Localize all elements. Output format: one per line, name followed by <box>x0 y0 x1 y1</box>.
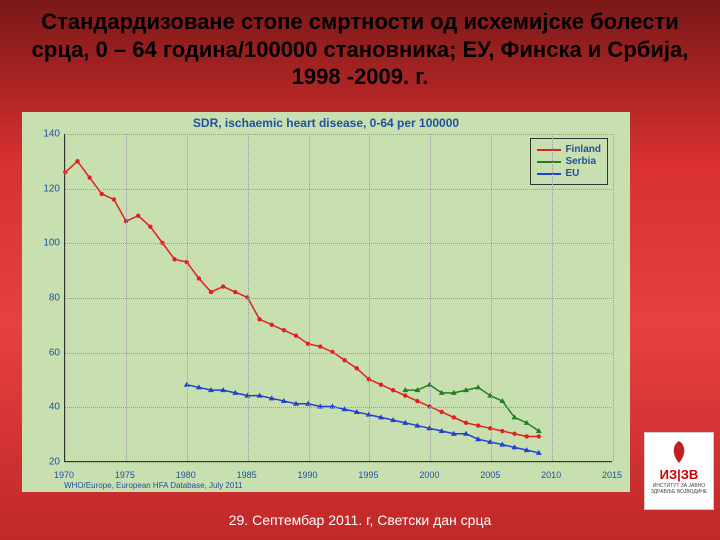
legend-item: EU <box>537 168 601 179</box>
series-marker <box>342 358 346 362</box>
chart-plot-area: FinlandSerbiaEU <box>64 134 612 462</box>
y-axis-label: 40 <box>22 402 60 413</box>
series-marker <box>537 434 541 438</box>
series-marker <box>209 290 213 294</box>
series-marker <box>355 366 359 370</box>
series-marker <box>415 399 419 403</box>
x-axis-label: 1975 <box>115 470 135 480</box>
x-axis-label: 1985 <box>237 470 257 480</box>
logo-fullname: ИНСТИТУТ ЗА ЈАВНО ЗДРАВЉЕ ВОЈВОДИНЕ <box>645 484 713 495</box>
series-marker <box>464 421 468 425</box>
y-axis-label: 20 <box>22 457 60 468</box>
series-marker <box>476 423 480 427</box>
series-marker <box>500 429 504 433</box>
x-axis-label: 1980 <box>176 470 196 480</box>
gridline-vertical <box>369 134 370 461</box>
x-axis-label: 2010 <box>541 470 561 480</box>
series-marker <box>148 224 152 228</box>
legend-label: Serbia <box>565 156 596 167</box>
chart-legend: FinlandSerbiaEU <box>530 138 608 185</box>
chart-container: SDR, ischaemic heart disease, 0-64 per 1… <box>22 112 630 492</box>
gridline-vertical <box>248 134 249 461</box>
x-axis-label: 1970 <box>54 470 74 480</box>
series-marker <box>87 175 91 179</box>
chart-source: WHO/Europe, European HFA Database, July … <box>64 481 243 490</box>
y-axis-label: 100 <box>22 238 60 249</box>
series-marker <box>197 276 201 280</box>
series-marker <box>475 384 481 389</box>
series-marker <box>524 434 528 438</box>
gridline-horizontal <box>65 407 612 408</box>
series-marker <box>282 328 286 332</box>
logo-mark-icon <box>664 437 694 467</box>
gridline-horizontal <box>65 134 612 135</box>
y-axis-label: 60 <box>22 347 60 358</box>
gridline-vertical <box>187 134 188 461</box>
series-marker <box>112 197 116 201</box>
series-marker <box>391 388 395 392</box>
series-marker <box>75 159 79 163</box>
x-axis-label: 2005 <box>480 470 500 480</box>
series-marker <box>233 290 237 294</box>
gridline-vertical <box>309 134 310 461</box>
gridline-horizontal <box>65 353 612 354</box>
series-marker <box>257 317 261 321</box>
footer-text: 29. Септембар 2011. г, Светски дан срца <box>0 512 720 528</box>
gridline-vertical <box>491 134 492 461</box>
gridline-horizontal <box>65 189 612 190</box>
series-marker <box>452 415 456 419</box>
institute-logo: ИЗ|ЗВ ИНСТИТУТ ЗА ЈАВНО ЗДРАВЉЕ ВОЈВОДИН… <box>644 432 714 510</box>
x-axis-label: 1990 <box>298 470 318 480</box>
gridline-vertical <box>552 134 553 461</box>
series-marker <box>403 393 407 397</box>
page-title: Стандардизоване стопе смртности од исхем… <box>0 0 720 97</box>
gridline-vertical <box>613 134 614 461</box>
series-marker <box>221 284 225 288</box>
legend-swatch <box>537 173 561 175</box>
chart-title: SDR, ischaemic heart disease, 0-64 per 1… <box>22 116 630 130</box>
legend-label: EU <box>565 168 579 179</box>
series-marker <box>318 344 322 348</box>
gridline-horizontal <box>65 462 612 463</box>
legend-swatch <box>537 149 561 151</box>
gridline-vertical <box>65 134 66 461</box>
series-marker <box>379 383 383 387</box>
legend-label: Finland <box>565 144 601 155</box>
legend-item: Finland <box>537 144 601 155</box>
series-marker <box>136 214 140 218</box>
gridline-vertical <box>430 134 431 461</box>
gridline-vertical <box>126 134 127 461</box>
y-axis-label: 140 <box>22 129 60 140</box>
x-axis-label: 2000 <box>419 470 439 480</box>
series-marker <box>172 257 176 261</box>
series-marker <box>294 333 298 337</box>
x-axis-label: 2015 <box>602 470 622 480</box>
series-marker <box>270 323 274 327</box>
y-axis-label: 120 <box>22 183 60 194</box>
series-line-eu <box>187 385 539 453</box>
legend-swatch <box>537 161 561 163</box>
y-axis-label: 80 <box>22 293 60 304</box>
series-marker <box>512 432 516 436</box>
legend-item: Serbia <box>537 156 601 167</box>
logo-abbrev: ИЗ|ЗВ <box>660 467 699 482</box>
series-marker <box>100 192 104 196</box>
series-marker <box>440 410 444 414</box>
x-axis-label: 1995 <box>358 470 378 480</box>
gridline-horizontal <box>65 243 612 244</box>
gridline-horizontal <box>65 298 612 299</box>
